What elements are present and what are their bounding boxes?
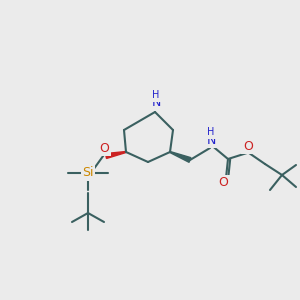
Text: H: H <box>152 90 160 100</box>
Polygon shape <box>106 152 126 158</box>
Text: H: H <box>207 127 215 137</box>
Text: O: O <box>99 142 109 154</box>
Polygon shape <box>170 152 191 162</box>
Text: N: N <box>206 134 216 146</box>
Text: O: O <box>243 140 253 152</box>
Text: O: O <box>218 176 228 190</box>
Text: N: N <box>151 97 161 110</box>
Text: Si: Si <box>82 167 94 179</box>
